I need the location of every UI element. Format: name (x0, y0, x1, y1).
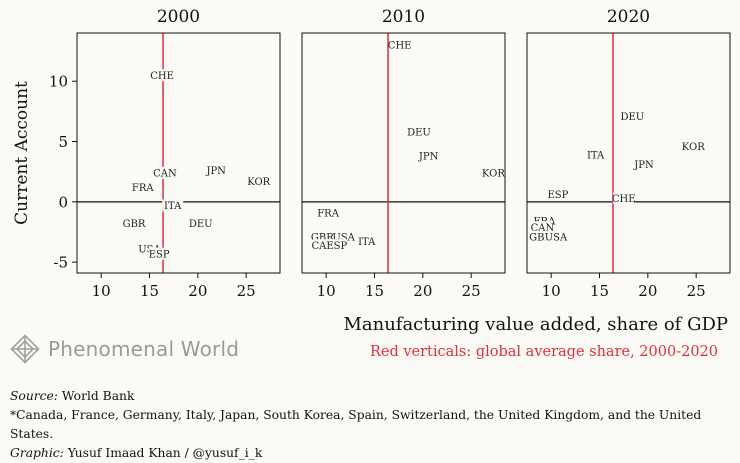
point-bg-2020-ESP (547, 188, 569, 201)
point-2000-JPN: JPN (205, 166, 226, 177)
source-label: Source: (10, 389, 58, 403)
point-bg-2020-CAN (532, 221, 553, 234)
point-bg-2020-JPN (633, 158, 655, 171)
graphic-credit: Yusuf Imaad Khan / @yusuf_i_k (67, 446, 263, 460)
point-2020-CHE: CHE (612, 194, 636, 205)
point-bg-2000-CAN (154, 166, 176, 179)
x-tick-label-2020-25: 25 (687, 282, 706, 300)
point-bg-2010-JPN (418, 150, 440, 163)
source-value: World Bank (61, 389, 135, 403)
point-bg-2010-FRA (317, 206, 339, 219)
x-tick-label-2010-10: 10 (317, 282, 336, 300)
point-2020-CAN: CAN (531, 223, 555, 234)
point-bg-2020-ITA (585, 148, 607, 161)
x-tick-label-2010-20: 20 (413, 282, 432, 300)
chart-canvas: 2000CHECANJPNKORFRAITAGBRDEUUSAESP101520… (12, 7, 731, 300)
source-line: Source: World Bank (10, 387, 740, 406)
point-bg-2010-DEU (408, 125, 430, 138)
point-bg-2000-GBR (123, 217, 145, 230)
footer: Source: World Bank *Canada, France, Germ… (10, 387, 740, 463)
panel-frame-2020 (526, 32, 731, 274)
point-2020-ITA: ITA (587, 150, 605, 161)
point-bg-2000-CHE (151, 69, 173, 82)
point-2000-CHE: CHE (150, 71, 174, 82)
x-tick-label-2000-15: 15 (140, 282, 159, 300)
x-tick-label-2000-20: 20 (188, 282, 207, 300)
point-bg-2000-ITA (162, 199, 184, 212)
y-tick-label-0: 0 (58, 193, 68, 211)
point-2010-KOR: KOR (482, 168, 505, 179)
point-2010-CHE: CHE (388, 41, 412, 52)
point-2000-GBR: GBR (123, 219, 146, 230)
x-tick-label-2020-20: 20 (638, 282, 657, 300)
point-bg-2010-ITA (356, 235, 378, 248)
x-tick-label-2010-15: 15 (365, 282, 384, 300)
x-tick-label-2010-25: 25 (462, 282, 481, 300)
brand-logo-text: Phenomenal World (48, 337, 240, 361)
panel-frame-2000 (76, 32, 281, 274)
y-axis-label: Current Account (12, 81, 32, 225)
point-2000-FRA: FRA (132, 183, 154, 194)
panel-title-2020: 2020 (607, 7, 650, 27)
point-2010-CAN: CAN (311, 241, 335, 252)
point-2010-FRA: FRA (317, 208, 339, 219)
y-tick-label-5: 5 (58, 133, 68, 151)
brand-logo: Phenomenal World (10, 334, 239, 364)
point-2010-DEU: DEU (407, 127, 431, 138)
point-bg-2000-ESP (148, 247, 170, 260)
panel-title-2000: 2000 (157, 7, 200, 27)
point-bg-2010-ESP (326, 239, 348, 252)
point-2020-DEU: DEU (620, 112, 644, 123)
x-tick-label-2020-10: 10 (542, 282, 561, 300)
point-bg-2020-KOR (682, 140, 704, 153)
x-tick-label-2020-15: 15 (590, 282, 609, 300)
panel-title-2010: 2010 (382, 7, 425, 27)
y-tick-label--5: -5 (53, 254, 68, 272)
point-bg-2000-FRA (132, 181, 154, 194)
point-bg-2010-KOR (482, 166, 504, 179)
point-bg-2010-CHE (389, 39, 411, 52)
point-bg-2020-USA (545, 230, 567, 243)
point-2020-ESP: ESP (547, 190, 568, 201)
point-2000-DEU: DEU (189, 219, 213, 230)
x-tick-label-2000-25: 25 (237, 282, 256, 300)
point-2010-ESP: ESP (326, 241, 347, 252)
point-bg-2020-CHE (613, 192, 635, 205)
point-2020-KOR: KOR (682, 142, 705, 153)
graphic-credit-line: Graphic: Yusuf Imaad Khan / @yusuf_i_k (10, 444, 740, 463)
reference-line-note: Red verticals: global average share, 200… (369, 344, 718, 360)
graphic-label: Graphic: (10, 446, 64, 460)
x-tick-label-2000-10: 10 (92, 282, 111, 300)
point-2000-KOR: KOR (247, 177, 270, 188)
x-axis-label: Manufacturing value added, share of GDP (343, 314, 728, 335)
panel-frame-2010 (301, 32, 506, 274)
point-2020-USA: USA (545, 232, 568, 243)
point-bg-2000-KOR (248, 175, 270, 188)
point-2020-JPN: JPN (633, 160, 654, 171)
point-2010-ITA: ITA (358, 237, 376, 248)
point-2010-USA: USA (332, 232, 355, 243)
point-2000-CAN: CAN (153, 168, 177, 179)
point-2020-GBR: GBR (529, 232, 552, 243)
y-tick-label-10: 10 (49, 73, 68, 91)
point-bg-2020-DEU (621, 110, 643, 123)
point-bg-2000-JPN (205, 164, 227, 177)
point-2010-JPN: JPN (418, 152, 439, 163)
countries-note: *Canada, France, Germany, Italy, Japan, … (10, 408, 702, 441)
point-2000-ITA: ITA (164, 201, 182, 212)
point-2010-GBR: GBR (311, 232, 334, 243)
point-2000-ESP: ESP (149, 249, 170, 260)
diamond-logo-icon (10, 334, 40, 364)
point-bg-2000-DEU (190, 217, 212, 230)
